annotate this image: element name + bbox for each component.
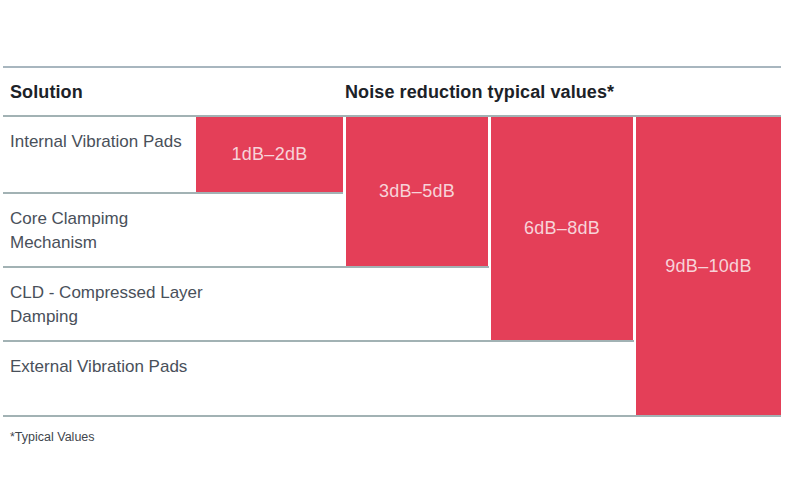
table-row-label-external-vibration-pads: External Vibration Pads [10,355,205,379]
table-row-label-internal-vibration-pads: Internal Vibration Pads [10,130,205,154]
row-divider-1 [3,192,343,194]
value-bar-label: 6dB–8dB [524,218,600,239]
row-divider-2 [3,266,489,268]
column-header-solution: Solution [10,82,83,103]
table-bottom-rule [3,415,781,417]
value-bar-6db-8db: 6dB–8dB [491,117,633,340]
footnote-typical-values: *Typical Values [10,430,95,444]
value-bar-label: 3dB–5dB [379,181,455,202]
table-top-rule [3,66,781,68]
value-bar-label: 1dB–2dB [231,144,307,165]
table-row-label-core-clamping-mechanism: Core Clampimg Mechanism [10,207,205,255]
value-bar-3db-5db: 3dB–5dB [346,117,488,266]
value-bar-9db-10db: 9dB–10dB [636,117,781,415]
table-row-label-cld-compressed-layer-damping: CLD - Compressed Layer Damping [10,281,205,329]
value-bar-label: 9dB–10dB [665,256,751,277]
column-header-values: Noise reduction typical values* [345,82,614,103]
value-bar-1db-2db: 1dB–2dB [196,117,343,192]
row-divider-3 [3,340,634,342]
noise-reduction-table: Solution Noise reduction typical values*… [0,0,800,499]
